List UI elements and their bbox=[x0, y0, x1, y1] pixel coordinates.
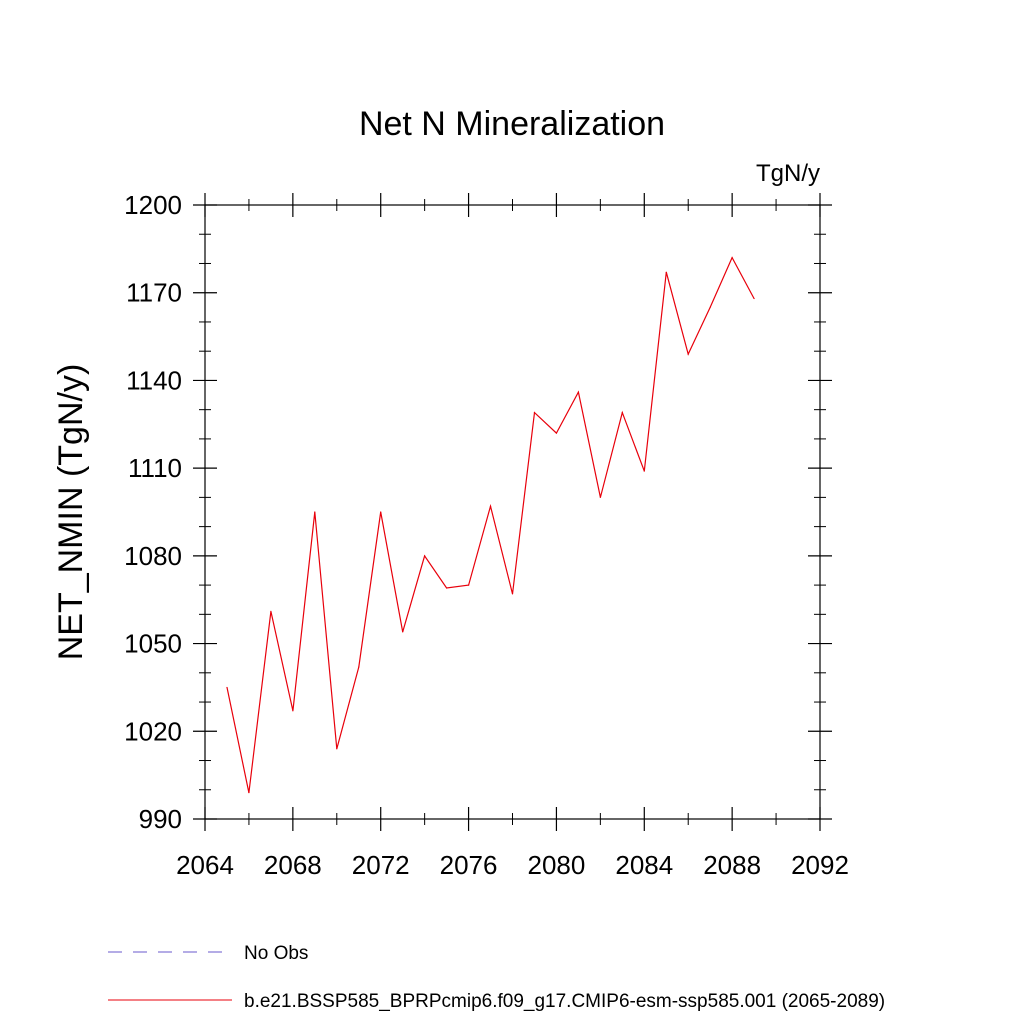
data-point bbox=[731, 257, 733, 259]
x-tick-label: 2088 bbox=[703, 850, 761, 880]
y-axis-label: NET_NMIN (TgN/y) bbox=[52, 364, 90, 661]
series-group bbox=[226, 256, 755, 794]
data-point bbox=[665, 271, 667, 273]
x-tick-label: 2068 bbox=[264, 850, 322, 880]
legend-label-0: No Obs bbox=[244, 943, 308, 964]
data-point bbox=[270, 610, 272, 613]
x-tick-label: 2080 bbox=[528, 850, 586, 880]
data-point bbox=[336, 748, 338, 750]
data-point bbox=[446, 587, 448, 589]
data-point bbox=[511, 593, 514, 595]
data-point bbox=[402, 631, 404, 633]
y-tick-label: 1170 bbox=[126, 278, 182, 308]
y-tick-label: 1020 bbox=[124, 716, 182, 746]
chart-title: Net N Mineralization bbox=[359, 105, 665, 143]
data-point bbox=[577, 391, 579, 393]
data-point bbox=[226, 686, 228, 689]
y-tick-label: 1050 bbox=[124, 629, 182, 659]
y-tick-label: 990 bbox=[139, 804, 182, 834]
axes: 2064 2068 2072 2076 2080 2084 2088 2092 990 1020 1… bbox=[124, 190, 849, 880]
units-label: TgN/y bbox=[756, 160, 820, 187]
x-tick-label: 2084 bbox=[615, 850, 673, 880]
data-point bbox=[753, 297, 755, 300]
legend-label-1: b.e21.BSSP585_BPRPcmip6.f09_g17.CMIP6-es… bbox=[244, 991, 885, 1012]
y-tick-label: 1080 bbox=[124, 541, 182, 571]
data-point bbox=[709, 306, 711, 308]
data-point bbox=[643, 470, 645, 472]
legend: No Obs b.e21.BSSP585_BPRPcmip6.f09_g17.CM… bbox=[108, 943, 885, 1012]
data-point bbox=[248, 792, 250, 794]
data-point bbox=[555, 432, 558, 434]
x-tick-label: 2092 bbox=[791, 850, 849, 880]
data-point bbox=[533, 411, 536, 414]
x-tick-label: 2072 bbox=[352, 850, 410, 880]
data-point bbox=[621, 411, 623, 414]
data-point bbox=[489, 505, 492, 507]
data-point bbox=[358, 666, 360, 668]
x-tick-label: 2076 bbox=[440, 850, 498, 880]
series-line-0 bbox=[226, 256, 755, 793]
data-point bbox=[380, 511, 382, 513]
y-tick-label: 1140 bbox=[126, 365, 182, 395]
data-point bbox=[424, 555, 426, 557]
y-tick-label: 1110 bbox=[128, 453, 182, 483]
data-point bbox=[467, 584, 470, 586]
data-point bbox=[314, 511, 316, 513]
x-tick-label: 2064 bbox=[176, 850, 234, 880]
data-point bbox=[687, 353, 689, 355]
plot-frame bbox=[204, 204, 821, 820]
data-point bbox=[292, 710, 294, 712]
data-point bbox=[599, 496, 601, 498]
y-tick-label: 1200 bbox=[124, 190, 182, 220]
